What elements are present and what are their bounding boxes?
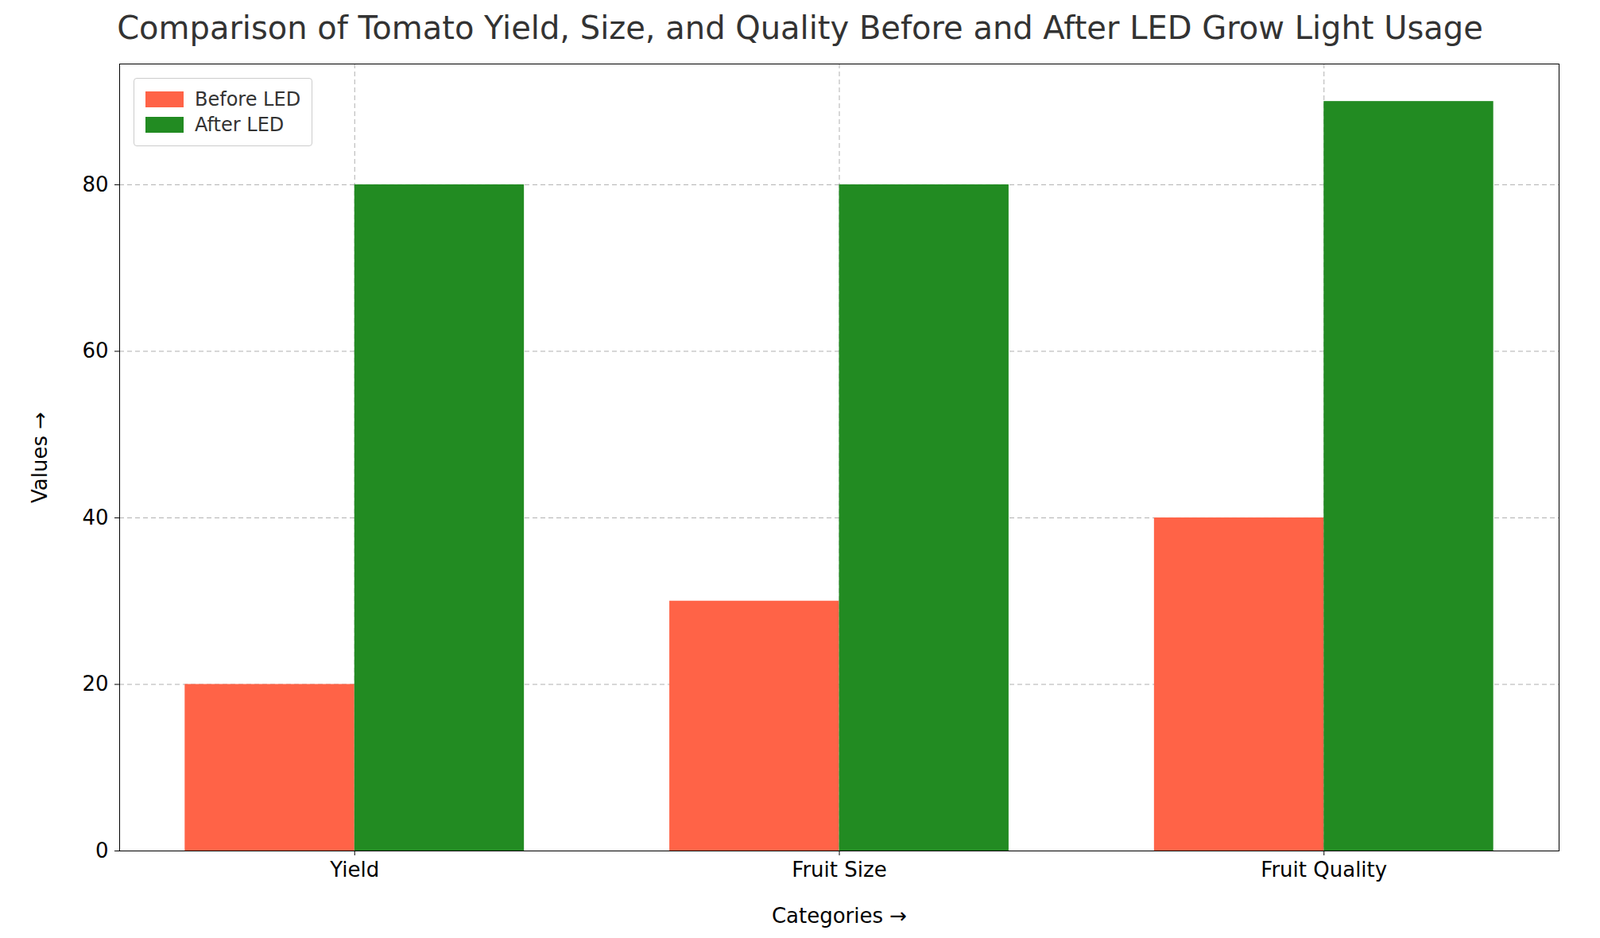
svg-text:80: 80 <box>81 172 109 197</box>
html-text:After LED: After LED <box>194 113 284 136</box>
svg-text:Values →: Values → <box>27 411 52 504</box>
svg-text:20: 20 <box>81 671 109 696</box>
svg-text:60: 60 <box>81 338 109 363</box>
html-text:Before LED: Before LED <box>194 88 301 111</box>
svg-text:0: 0 <box>95 838 109 863</box>
svg-text:Yield: Yield <box>329 857 380 882</box>
svg-text:Categories →: Categories → <box>771 903 907 928</box>
svg-text:Fruit Size: Fruit Size <box>791 857 887 882</box>
svg-text:Fruit Quality: Fruit Quality <box>1260 857 1387 882</box>
svg-text:40: 40 <box>81 505 109 530</box>
html-text:Comparison of Tomato Yield, Si: Comparison of Tomato Yield, Size, and Qu… <box>116 9 1484 47</box>
